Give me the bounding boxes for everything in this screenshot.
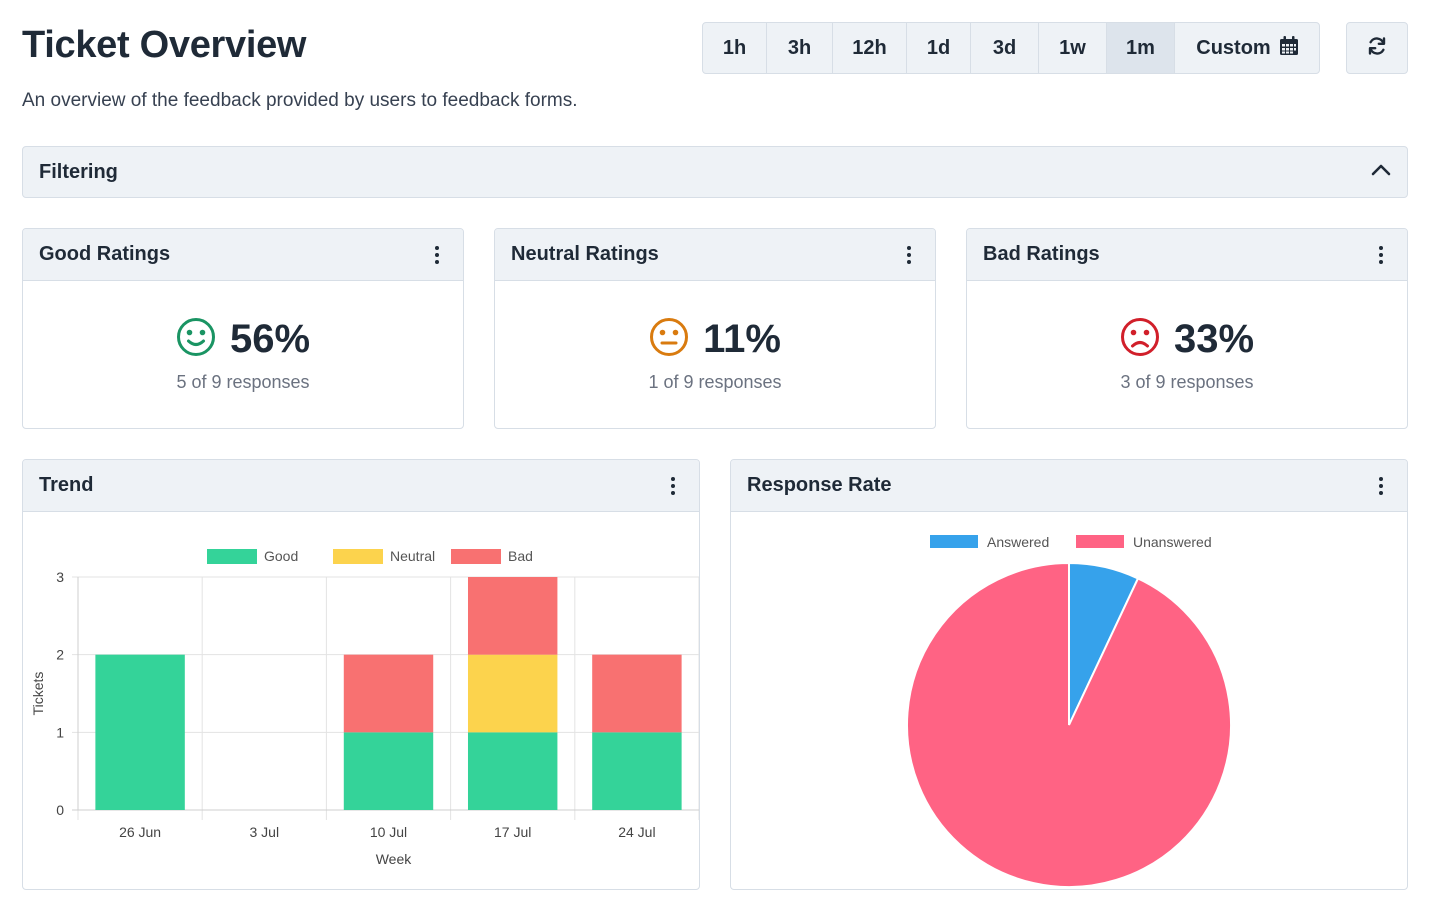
pie-slice-unanswered (906, 561, 1232, 888)
x-tick-label: 3 Jul (250, 824, 280, 840)
bar-good (467, 732, 558, 810)
x-tick-label: 24 Jul (618, 824, 655, 840)
bar-good (592, 732, 682, 810)
response-rate-chart: Answered Unanswered (906, 534, 1232, 888)
legend-label-bad: Bad (508, 548, 533, 564)
neutral-response-count: 1 of 9 responses (648, 372, 782, 392)
range-12h-button[interactable]: 12h (833, 23, 907, 73)
bad-percentage: 33% (1173, 317, 1255, 361)
trend-chart: Good Neutral Bad 0 1 2 3 26 Jun 3 Jul 10 Jul 17 Ju… (30, 548, 699, 867)
refresh-button[interactable] (1346, 22, 1408, 74)
card-menu-button[interactable] (899, 243, 919, 267)
range-label: 1m (1126, 36, 1155, 59)
range-label: 3h (787, 36, 812, 59)
page-subtitle: An overview of the feedback provided by … (22, 90, 578, 111)
frown-icon (1120, 317, 1160, 362)
response-rate-card: Response Rate Answered Unanswered (730, 459, 1408, 890)
bar-good (343, 732, 434, 810)
range-3d-button[interactable]: 3d (971, 23, 1039, 73)
range-label: 3d (992, 36, 1017, 59)
card-title: Neutral Ratings (511, 243, 659, 265)
range-1m-button[interactable]: 1m (1107, 23, 1175, 73)
page-title: Ticket Overview (22, 24, 307, 66)
bar-good (95, 654, 185, 810)
card-menu-button[interactable] (427, 243, 447, 267)
time-range-selector: 1h 3h 12h 1d 3d 1w 1m Custom (702, 22, 1320, 74)
good-response-count: 5 of 9 responses (176, 372, 310, 392)
bar-bad (592, 654, 682, 733)
refresh-icon (1367, 36, 1387, 61)
legend-label-unanswered: Unanswered (1133, 534, 1212, 550)
y-tick-label: 3 (56, 569, 64, 585)
card-title: Response Rate (747, 474, 892, 496)
bar-neutral (467, 654, 558, 733)
range-custom-button[interactable]: Custom (1175, 23, 1319, 73)
smile-icon (176, 317, 216, 362)
card-title: Trend (39, 474, 94, 496)
x-tick-label: 10 Jul (370, 824, 407, 840)
card-menu-button[interactable] (1371, 243, 1391, 267)
legend-label-good: Good (264, 548, 298, 564)
trend-card: Trend Good Neutral Bad 0 1 2 3 26 Jun 3 Jul 10 Ju… (22, 459, 700, 890)
y-tick-label: 0 (56, 802, 64, 818)
range-label: 12h (852, 36, 887, 59)
legend-swatch-bad (451, 549, 501, 564)
range-label: 1h (722, 36, 747, 59)
range-label: 1w (1059, 36, 1086, 59)
neutral-ratings-card: Neutral Ratings 11% 1 of 9 responses (494, 228, 936, 429)
y-axis-title: Tickets (30, 672, 46, 716)
card-menu-button[interactable] (1371, 474, 1391, 498)
legend-swatch-good (207, 549, 257, 564)
good-percentage: 56% (229, 317, 311, 361)
legend-label-answered: Answered (987, 534, 1049, 550)
range-1d-button[interactable]: 1d (907, 23, 971, 73)
filtering-panel-toggle[interactable]: Filtering (22, 146, 1408, 198)
card-title: Bad Ratings (983, 243, 1100, 265)
bad-ratings-card: Bad Ratings 33% 3 of 9 responses (966, 228, 1408, 429)
neutral-percentage: 11% (703, 317, 781, 361)
range-1w-button[interactable]: 1w (1039, 23, 1107, 73)
chevron-up-icon (1371, 163, 1391, 181)
legend-label-neutral: Neutral (390, 548, 435, 564)
range-3h-button[interactable]: 3h (767, 23, 833, 73)
x-tick-label: 26 Jun (119, 824, 161, 840)
range-label: 1d (926, 36, 951, 59)
neutral-face-icon (649, 317, 689, 362)
bar-bad (467, 577, 558, 655)
filtering-label: Filtering (39, 160, 118, 183)
y-tick-label: 2 (56, 647, 64, 663)
range-1h-button[interactable]: 1h (703, 23, 767, 73)
card-title: Good Ratings (39, 243, 171, 265)
good-ratings-card: Good Ratings 56% 5 of 9 responses (22, 228, 464, 429)
y-tick-label: 1 (56, 724, 64, 740)
range-label: Custom (1196, 36, 1271, 59)
bad-response-count: 3 of 9 responses (1120, 372, 1254, 392)
card-menu-button[interactable] (663, 474, 683, 498)
bar-bad (343, 654, 434, 733)
legend-swatch-neutral (333, 549, 383, 564)
legend-swatch-unanswered (1076, 535, 1124, 548)
x-tick-label: 17 Jul (494, 824, 531, 840)
legend-swatch-answered (930, 535, 978, 548)
x-axis-title: Week (376, 851, 413, 867)
calendar-icon (1279, 35, 1298, 61)
